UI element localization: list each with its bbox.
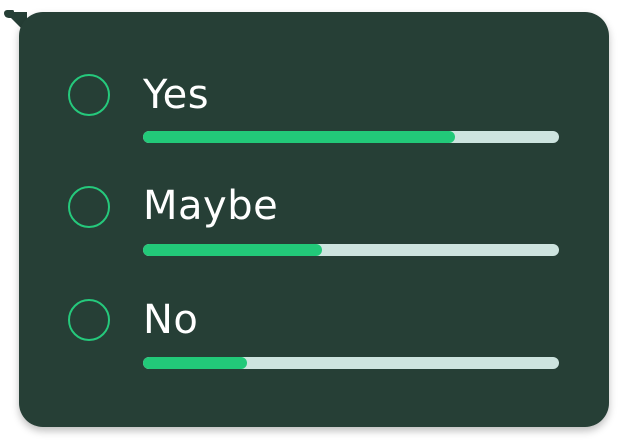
option-label: No bbox=[143, 297, 199, 343]
poll-option-yes[interactable]: Yes bbox=[19, 68, 609, 168]
bubble-tail-tip bbox=[4, 10, 14, 18]
radio-button-no[interactable] bbox=[68, 299, 110, 341]
option-label: Maybe bbox=[143, 183, 279, 229]
poll-message-bubble: Yes Maybe No bbox=[19, 12, 609, 427]
poll-option-no[interactable]: No bbox=[19, 294, 609, 394]
radio-button-yes[interactable] bbox=[68, 74, 110, 116]
radio-button-maybe[interactable] bbox=[68, 186, 110, 228]
option-label: Yes bbox=[143, 72, 210, 118]
vote-progress-track bbox=[143, 357, 559, 369]
poll-option-maybe[interactable]: Maybe bbox=[19, 181, 609, 281]
vote-progress-track bbox=[143, 244, 559, 256]
vote-progress-fill bbox=[143, 244, 322, 256]
vote-progress-fill bbox=[143, 357, 247, 369]
vote-progress-track bbox=[143, 131, 559, 143]
vote-progress-fill bbox=[143, 131, 455, 143]
